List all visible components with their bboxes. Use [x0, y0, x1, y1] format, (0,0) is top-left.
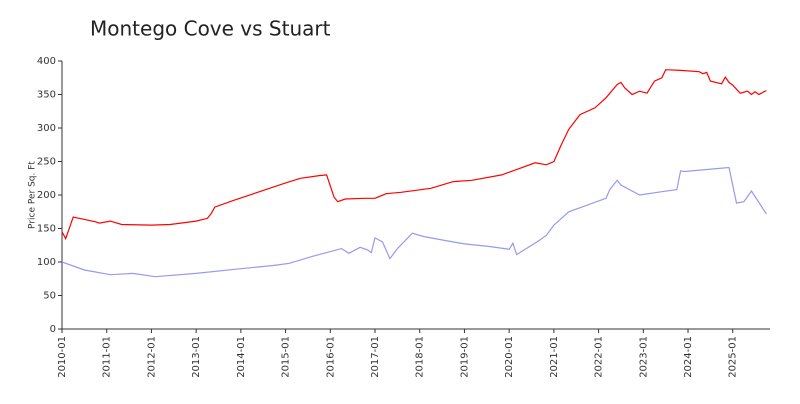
y-axis-label: Price Per Sq. Ft	[28, 161, 38, 229]
x-tick-label: 2025-01	[728, 336, 739, 378]
x-tick-label: 2010-01	[57, 336, 68, 378]
x-tick-label: 2024-01	[683, 336, 694, 378]
x-tick-label: 2019-01	[459, 336, 470, 378]
x-tick-label: 2011-01	[102, 336, 113, 378]
x-tick-label: 2023-01	[638, 336, 649, 378]
x-tick-label: 2020-01	[504, 336, 515, 378]
y-tick-label: 300	[37, 123, 56, 134]
x-tick-label: 2017-01	[370, 336, 381, 378]
y-tick-label: 350	[37, 90, 56, 101]
x-tick-label: 2013-01	[191, 336, 202, 378]
x-tick-label: 2022-01	[594, 336, 605, 378]
y-tick-label: 100	[37, 257, 56, 268]
x-tick-label: 2014-01	[236, 336, 247, 378]
x-tick-label: 2012-01	[146, 336, 157, 378]
x-tick-label: 2016-01	[325, 336, 336, 378]
x-tick-label: 2015-01	[281, 336, 292, 378]
y-tick-label: 0	[50, 324, 56, 335]
y-tick-label: 250	[37, 157, 56, 168]
y-tick-label: 200	[37, 190, 56, 201]
line-series	[61, 69, 767, 241]
y-tick-label: 400	[37, 56, 56, 67]
y-tick-label: 150	[37, 224, 56, 235]
line-series	[61, 166, 767, 278]
y-tick-label: 50	[43, 291, 56, 302]
x-tick-label: 2021-01	[549, 336, 560, 378]
chart-title: Montego Cove vs Stuart	[90, 17, 331, 41]
x-tick-label: 2018-01	[415, 336, 426, 378]
